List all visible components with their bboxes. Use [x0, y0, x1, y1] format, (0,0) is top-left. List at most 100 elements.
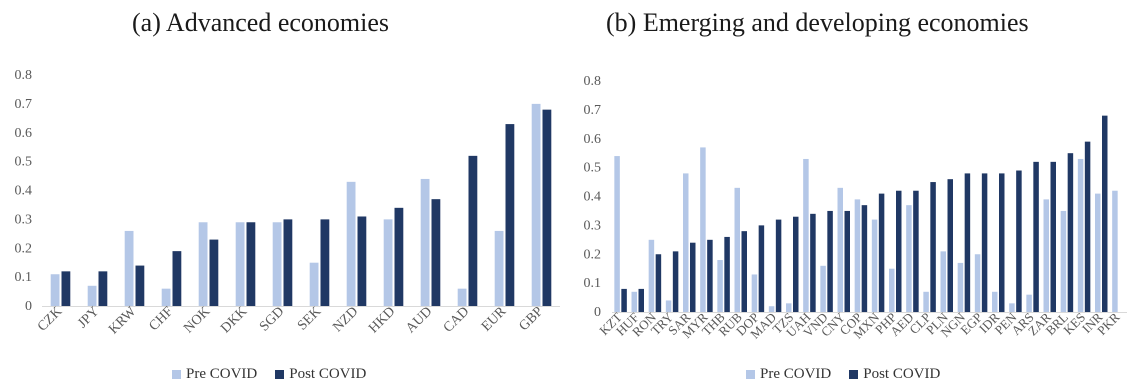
panel-b-y-tick-label: 0.6: [584, 132, 602, 147]
panel-a-y-tick-label: 0.3: [15, 212, 33, 227]
panel-b-bar-pre-cny: [837, 187, 843, 312]
panel-a-bar-pre-eur: [494, 230, 504, 306]
panel-a-bar-pre-aud: [420, 178, 430, 306]
panel-a-x-tick-label: JPY: [75, 304, 102, 331]
panel-a-y-tick-label: 0.1: [15, 270, 33, 285]
panel-b-bar-post-dop: [758, 225, 765, 312]
legend-swatch-post: [849, 370, 859, 379]
panel-b-bar-pre-aed: [906, 205, 912, 312]
panel-a-x-tick-label: HKD: [366, 304, 398, 336]
panel-b-bar-pre-php: [889, 268, 895, 312]
panel-a-x-tick-label: CHF: [146, 304, 176, 334]
panel-b-bar-post-php: [896, 190, 902, 312]
panel-a-x-tick-label: GBP: [516, 304, 546, 334]
legend-swatch-pre: [746, 370, 755, 379]
panel-b-bar-pre-inr: [1095, 193, 1101, 312]
panel-b-bar-pre-tzs: [786, 303, 792, 312]
panel-b-y-tick-label: 0.1: [584, 276, 602, 291]
panel-b-bar-pre-kzt: [614, 156, 620, 312]
panel-b-bar-post-pen: [1016, 170, 1022, 312]
panel-b-bar-post-inr: [1102, 115, 1108, 313]
panel-b-bar-post-mad: [775, 219, 782, 312]
panel-b-bar-pre-myr: [700, 147, 706, 312]
panel-b-bar-post-brl: [1067, 153, 1074, 312]
panel-a-y-tick-label: 0.4: [15, 184, 33, 199]
panel-b-bar-pre-ngn: [957, 262, 964, 312]
panel-a-y-tick-label: 0.2: [15, 241, 33, 256]
legend-item-pre: Pre COVID: [172, 366, 257, 383]
panel-b-bar-pre-rub: [734, 187, 740, 312]
panel-b-bar-pre-cop: [854, 199, 861, 312]
panel-a-bar-pre-sek: [309, 262, 319, 306]
panel-a-bar-post-czk: [61, 271, 71, 306]
panel-a-bar-pre-jpy: [87, 285, 97, 306]
panel-b-bar-post-myr: [707, 239, 713, 312]
panel-b-bar-post-vnd: [827, 210, 833, 312]
panel-a-x-tick-label: EUR: [479, 304, 510, 335]
panel-a-bar-post-nok: [209, 239, 219, 306]
panel-b-bar-pre-egp: [974, 254, 981, 312]
legend-item-pre: Pre COVID: [746, 366, 831, 383]
legend-swatch-pre: [172, 370, 181, 379]
panel-b-bar-pre-zar: [1043, 199, 1049, 312]
panel-b-y-tick-label: 0.2: [584, 247, 602, 262]
panel-a-x-tick-label: NZD: [330, 304, 361, 335]
panel-b-bar-post-mxn: [878, 193, 885, 312]
panel-a-bar-post-sgd: [283, 219, 293, 306]
panel-a-bar-pre-sgd: [272, 222, 282, 306]
panel-b-y-tick-label: 0.3: [584, 218, 602, 233]
panel-a-x-tick-label: DKK: [218, 304, 250, 336]
panel-b-y-tick-label: 0.8: [584, 74, 602, 89]
panel-b-bar-pre-mxn: [871, 219, 878, 312]
panel-b-bar-post-try: [672, 251, 679, 312]
panel-b-bar-post-clp: [930, 182, 936, 312]
panel-a-y-tick-label: 0: [25, 299, 32, 314]
panel-a-bar-pre-chf: [161, 288, 171, 306]
panel-a-title: (a) Advanced economies: [132, 8, 390, 37]
panel-b-bar-post-sar: [690, 242, 696, 312]
panel-a-bar-pre-hkd: [383, 219, 393, 306]
panel-a-bar-post-aud: [431, 199, 441, 306]
panel-a-x-tick-label: CAD: [441, 304, 473, 336]
legend-swatch-post: [275, 370, 285, 379]
panel-a-bar-pre-cad: [457, 288, 467, 306]
panel-a-bar-post-eur: [505, 124, 515, 307]
panel-b-bar-post-cny: [844, 210, 850, 312]
panel-a-y-tick-label: 0.5: [15, 155, 33, 170]
panel-b-bar-pre-clp: [923, 291, 929, 312]
panel-a-bar-post-chf: [172, 251, 182, 306]
panel-b-title: (b) Emerging and developing economies: [606, 8, 1029, 37]
panel-b-bar-pre-ars: [1026, 294, 1032, 312]
panel-b-y-tick-label: 0.5: [584, 161, 602, 176]
panel-b-bar-pre-dop: [751, 274, 758, 312]
legend-label-post: Post COVID: [863, 366, 941, 382]
panel-b-bar-pre-thb: [717, 260, 723, 312]
panel-a-bar-post-cad: [468, 155, 478, 306]
panel-b-bar-pre-uah: [803, 158, 809, 312]
panel-b-bar-pre-mad: [768, 306, 775, 312]
panel-b-bar-pre-pen: [1009, 303, 1015, 312]
panel-b-bar-post-ngn: [964, 173, 971, 312]
panel-b-legend: Pre COVID Post COVID: [746, 366, 958, 383]
panel-b-bar-pre-ron: [648, 239, 655, 312]
panel-b-y-tick-label: 0: [594, 305, 601, 320]
panel-a-bar-pre-nok: [198, 222, 208, 306]
panel-b-bar-post-huf: [638, 288, 644, 312]
panel-b-bar-post-thb: [724, 236, 730, 312]
panel-b-bar-pre-pln: [940, 251, 946, 312]
panel-a-bar-post-sek: [320, 219, 330, 306]
panel-b-bar-pre-huf: [631, 291, 637, 312]
panel-a-y-tick-label: 0.8: [15, 68, 33, 83]
panel-b-bar-post-uah: [810, 213, 816, 312]
panel-b-bar-post-idr: [999, 173, 1005, 312]
panel-a-x-tick-label: SGD: [257, 304, 287, 334]
panel-a-x-tick-label: SEK: [295, 304, 324, 333]
panel-a-bar-pre-nzd: [346, 181, 356, 306]
panel-a-bar-post-krw: [135, 265, 145, 306]
panel-a-bar-post-dkk: [246, 222, 256, 306]
panel-a-bar-post-jpy: [98, 271, 108, 306]
panel-b-bar-post-cop: [861, 205, 868, 312]
panel-b-bar-pre-pkr: [1112, 190, 1118, 312]
panel-a-bar-post-hkd: [394, 207, 404, 306]
